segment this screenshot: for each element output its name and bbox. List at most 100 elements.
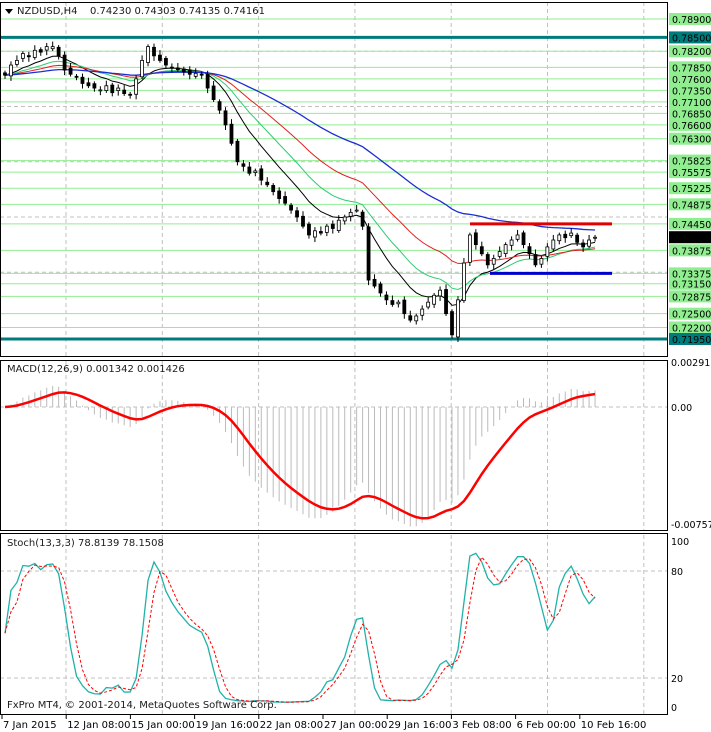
candle-body [116,87,121,91]
candle-body [366,226,371,281]
candle-body [587,239,591,247]
candle-body [539,258,544,265]
candle-body [241,163,246,167]
candle-body [68,67,73,75]
candle-body [104,85,109,91]
chart-title: NZDUSD,H4 [17,6,77,17]
candle-body [354,209,359,212]
candle-body [146,46,150,63]
candle-body [491,258,496,265]
candle-body [408,315,413,321]
price-axis-label: 0.75225 [672,184,711,195]
candle-body [575,234,580,243]
candle-body [128,93,133,96]
candle-body [15,60,19,65]
price-axis-label: 0.78200 [672,47,711,58]
candle-body [420,308,425,316]
stoch-main-line [4,552,596,703]
grid [0,2,667,714]
candle-body [187,69,192,75]
candles [3,41,597,342]
price-axis: 0.78900 0.78500 0.78200 0.778500.776000.773… [669,13,711,714]
candle-body [169,66,174,69]
candle-body [569,232,574,237]
price-label-bg [669,198,711,211]
candle-body [158,54,162,61]
candle-body [503,244,508,254]
time-axis-label: 3 Feb 08:00 [452,720,511,731]
support-resistance-lines[interactable] [470,222,612,275]
price-axis-label: 0.74161 [672,233,711,244]
candle-body [265,181,270,186]
macd-signal-line [4,391,596,520]
candle-body [360,211,365,227]
price-axis-label: 0.71950 [672,335,711,346]
candle-body [301,215,305,227]
candle-body [56,46,61,57]
candle-body [181,68,186,73]
candle-body [217,101,222,111]
candle-body [450,311,454,336]
moving-average-line [4,68,596,231]
price-axis-label: 0.77350 [672,86,711,97]
price-label-bg [669,267,711,280]
candle-body [110,84,115,94]
time-axis-label: 22 Jan 08:00 [260,720,323,731]
candle-body [515,234,520,240]
candle-body [432,294,437,305]
candle-body [426,301,431,308]
price-label-bg [669,333,711,345]
candle-body [152,46,156,57]
candle-body [199,73,204,76]
time-axis-label: 29 Jan 16:00 [388,720,451,731]
price-label-bg [669,182,711,195]
price-label-bg [669,231,711,244]
price-axis-label: 0.72200 [672,323,711,334]
candle-body [551,239,556,250]
time-axis-label: 6 Feb 00:00 [517,720,576,731]
price-label-bg [669,61,711,74]
candle-body [593,236,597,239]
price-axis-label: 0.75825 [672,157,711,168]
stoch-panel [4,552,596,703]
candle-body [20,53,25,59]
candle-body [318,231,323,234]
candle-body [563,233,568,239]
candle-body [545,246,550,257]
candle-body [581,242,586,248]
candle-body [324,225,329,233]
price-axis-label: 0.72500 [672,310,711,321]
candle-body [253,170,258,173]
candle-body [557,234,562,242]
price-label-bg [669,132,711,145]
candle-body [92,83,97,89]
price-axis-label: 0.78900 [672,15,711,26]
candle-body [444,289,448,315]
stoch-title: Stoch(13,3,3) 78.8139 78.1508 [7,538,164,549]
moving-average-line [4,60,596,290]
price-label-bg [669,166,711,179]
price-axis-label: 0.73875 [672,246,711,257]
time-axis-label: 12 Jan 08:00 [67,720,130,731]
candle-body [390,300,395,305]
panel-frame [0,360,668,531]
price-label-bg [669,107,711,120]
dropdown-triangle-icon[interactable] [5,9,13,14]
time-axis-label: 10 Feb 16:00 [581,720,647,731]
price-label-bg [669,31,711,44]
time-axis-label: 19 Jan 16:00 [196,720,259,731]
candle-body [467,234,472,263]
candle-body [271,185,276,193]
candle-body [32,49,37,58]
panel-frames [0,2,668,715]
candle-body [378,283,383,294]
candle-body [396,301,401,305]
candle-body [485,254,490,266]
candle-body [50,46,55,50]
candle-body [86,82,91,87]
price-label-bg [669,84,711,97]
time-axis-label: 15 Jan 00:00 [131,720,194,731]
